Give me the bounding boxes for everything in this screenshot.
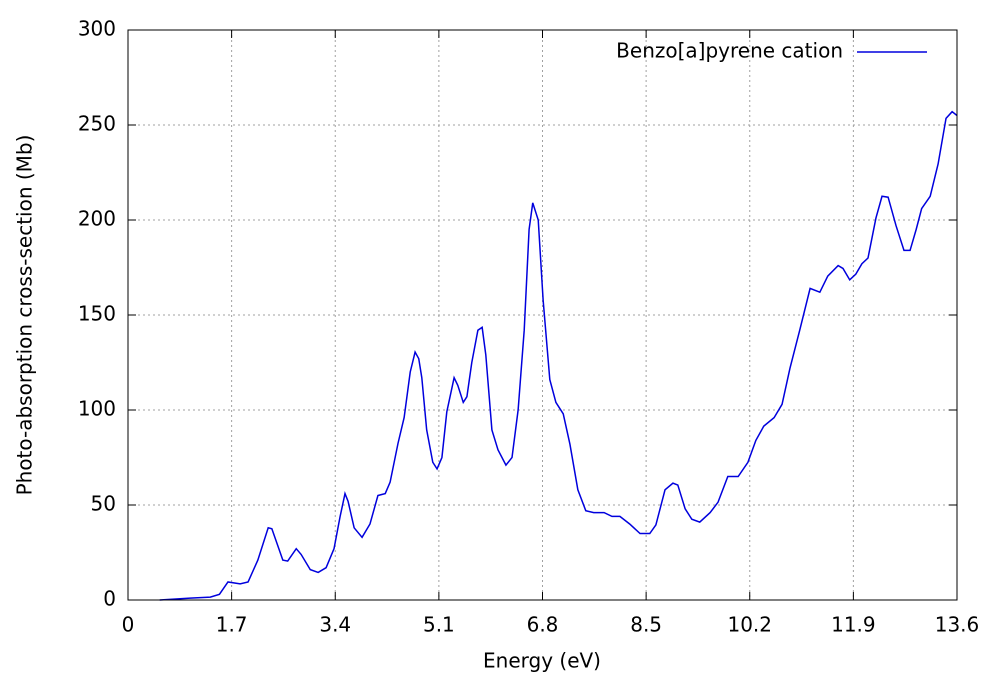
y-tick-label: 100 [78, 397, 116, 421]
y-tick-label: 50 [91, 492, 116, 516]
x-tick-label: 1.7 [216, 613, 248, 637]
y-tick-label: 150 [78, 302, 116, 326]
x-tick-label: 11.9 [831, 613, 876, 637]
x-axis-label: Energy (eV) [483, 649, 601, 673]
x-tick-label: 6.8 [527, 613, 559, 637]
data-line [159, 110, 958, 601]
x-tick-label: 3.4 [319, 613, 351, 637]
plot-frame [127, 29, 958, 601]
x-tick-label: 5.1 [423, 613, 455, 637]
x-tick-label: 0 [122, 613, 135, 637]
y-tick-label: 300 [78, 17, 116, 41]
x-tick-label: 10.2 [727, 613, 772, 637]
y-axis-label: Photo-absorption cross-section (Mb) [13, 135, 37, 496]
y-tick-label: 0 [103, 587, 116, 611]
legend-label: Benzo[a]pyrene cation [616, 39, 843, 63]
y-tick-label: 200 [78, 207, 116, 231]
x-tick-label: 13.6 [935, 613, 980, 637]
y-tick-label: 250 [78, 112, 116, 136]
x-tick-label: 8.5 [630, 613, 662, 637]
